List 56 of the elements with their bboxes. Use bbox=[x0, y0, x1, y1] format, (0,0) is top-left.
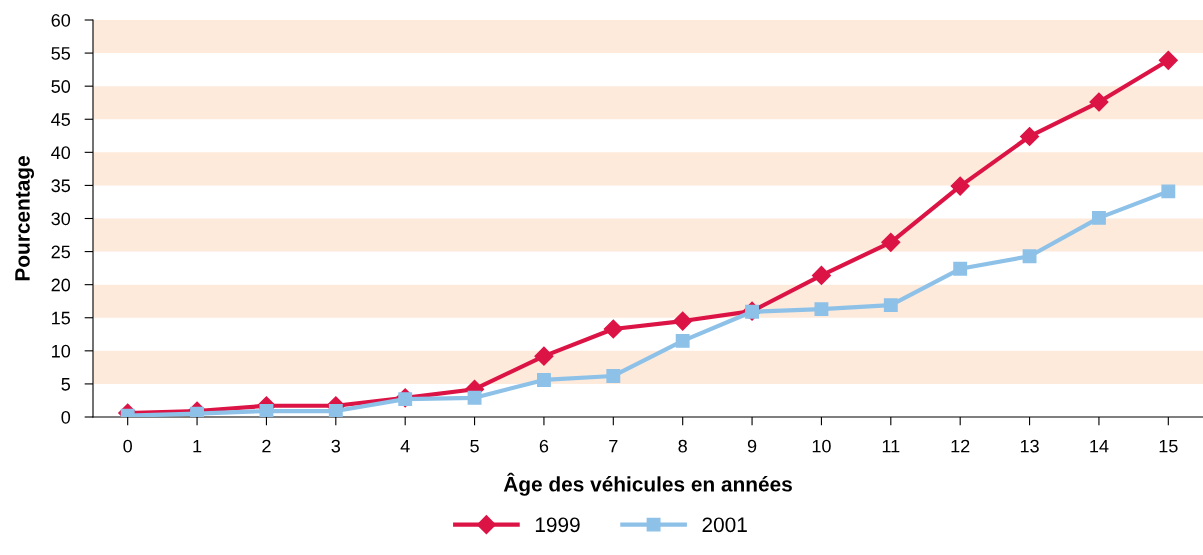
point bbox=[259, 404, 274, 417]
x-tick-label: 3 bbox=[331, 439, 341, 453]
x-tick-label: 2 bbox=[262, 439, 271, 453]
x-tick-label: 4 bbox=[400, 439, 410, 453]
x-tick-label: 13 bbox=[1020, 439, 1039, 453]
point bbox=[1022, 249, 1037, 264]
point bbox=[606, 369, 621, 383]
point bbox=[673, 311, 693, 331]
y-tick-label: 45 bbox=[51, 113, 71, 126]
point bbox=[811, 265, 831, 285]
legend-label: 1999 bbox=[535, 517, 580, 533]
point bbox=[1091, 210, 1106, 225]
point bbox=[883, 298, 898, 313]
y-tick-label: 5 bbox=[61, 378, 71, 391]
point bbox=[603, 319, 623, 339]
x-tick-label: 11 bbox=[882, 439, 900, 453]
x-tick-label: 0 bbox=[123, 439, 132, 453]
y-axis-title: Pourcentage bbox=[15, 156, 35, 281]
x-tick-label: 5 bbox=[470, 439, 479, 453]
y-tick-label: 10 bbox=[52, 344, 71, 358]
x-tick-label: 15 bbox=[1159, 439, 1178, 453]
x-tick-label: 6 bbox=[539, 439, 549, 453]
x-axis-title: Âge des véhicules en années bbox=[503, 472, 792, 496]
x-tick-label: 12 bbox=[951, 439, 970, 453]
y-tick-label: 55 bbox=[51, 47, 71, 60]
x-tick-label: 7 bbox=[609, 439, 618, 453]
point bbox=[814, 302, 829, 317]
point bbox=[467, 390, 482, 405]
point bbox=[1161, 184, 1176, 199]
point bbox=[1020, 126, 1040, 146]
point bbox=[950, 176, 970, 196]
y-tick-label: 35 bbox=[51, 179, 71, 193]
y-tick-label: 25 bbox=[51, 245, 71, 259]
x-tick-label: 1 bbox=[193, 439, 202, 453]
y-tick-label: 15 bbox=[52, 311, 71, 325]
point bbox=[881, 232, 901, 252]
y-tick-label: 0 bbox=[61, 410, 71, 424]
y-tick-label: 50 bbox=[51, 80, 71, 93]
y-tick-label: 30 bbox=[51, 212, 71, 226]
y-tick-label: 60 bbox=[51, 13, 71, 27]
point bbox=[190, 406, 205, 417]
point bbox=[1089, 92, 1109, 112]
x-tick-label: 10 bbox=[812, 439, 831, 453]
point bbox=[536, 373, 551, 387]
point bbox=[953, 261, 968, 276]
point bbox=[1158, 50, 1178, 70]
legend-label: 2001 bbox=[702, 517, 747, 533]
x-tick-label: 14 bbox=[1090, 439, 1109, 453]
y-tick-label: 40 bbox=[51, 146, 71, 160]
point bbox=[328, 404, 343, 417]
point bbox=[534, 346, 554, 366]
point bbox=[398, 392, 413, 407]
x-tick-label: 8 bbox=[678, 439, 687, 453]
y-tick-label: 20 bbox=[51, 278, 71, 292]
x-tick-label: 9 bbox=[747, 439, 757, 453]
point bbox=[675, 333, 690, 348]
